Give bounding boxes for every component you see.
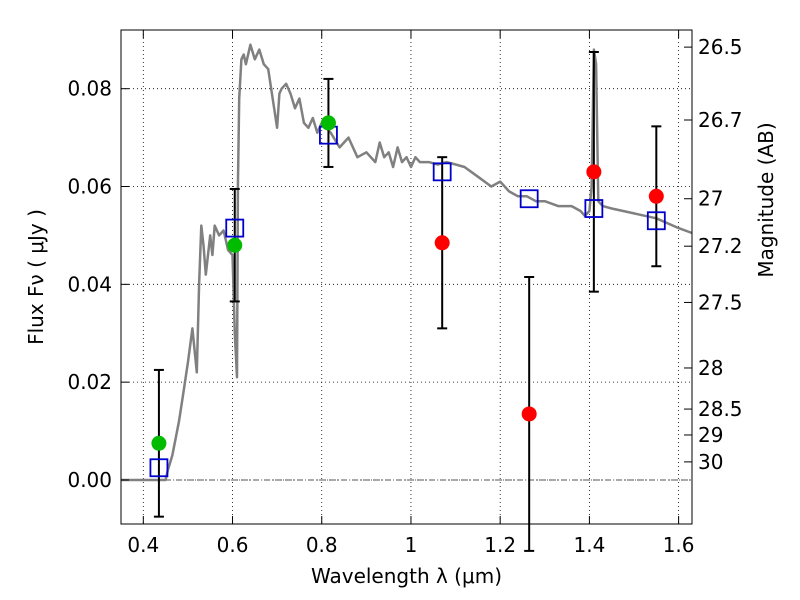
model-point-square [584,199,604,218]
y-tick-label: 0.08 [67,77,112,101]
y-axis-label: Flux Fν ( μJy ) [24,209,48,345]
x-tick-label: 1.6 [663,533,695,557]
x-axis-ticks: 0.4 0.6 0.8 1 1.2 1.4 1.6 [127,30,695,557]
right-tick-label: 26.7 [698,108,743,132]
nondetection-point [586,164,602,180]
grid-lines [121,30,692,524]
detection-point [227,237,243,253]
y-axis-ticks: 0.00 0.02 0.04 0.06 0.08 [67,77,129,492]
model-point-square [646,211,666,231]
detection-point [320,115,336,131]
right-tick-label: 27.5 [698,290,743,314]
error-bars [153,51,662,552]
model-point-square [519,189,539,209]
observed-points [151,115,664,451]
right-tick-label: 29 [698,423,723,447]
x-axis-label: Wavelength λ (μm) [311,564,502,588]
model-point-square [432,162,452,182]
right-axis-label: Magnitude (AB) [754,122,778,277]
plot-frame [120,29,693,525]
x-tick-label: 0.8 [306,533,338,557]
y-tick-label: 0.02 [67,370,112,394]
model-point-square [149,458,169,478]
y-tick-label: 0.06 [67,175,112,199]
right-tick-label: 28.5 [698,397,743,421]
model-point-square [225,218,245,238]
x-tick-label: 1 [405,533,418,557]
x-tick-label: 1.4 [573,533,605,557]
model-spectrum [121,43,693,482]
right-tick-label: 27 [698,187,723,211]
y-tick-label: 0.04 [67,272,112,296]
x-tick-label: 0.4 [127,533,159,557]
right-tick-label: 30 [698,450,723,474]
detection-point [151,435,167,451]
x-tick-label: 1.2 [484,533,516,557]
nondetection-point [648,188,664,204]
y-tick-label: 0.00 [67,468,112,492]
model-photometry-points [149,125,666,478]
nondetection-point [521,406,537,422]
right-tick-label: 27.2 [698,234,743,258]
model-spectrum-line [121,43,693,482]
right-tick-label: 28 [698,356,723,380]
x-tick-label: 0.6 [217,533,249,557]
right-tick-label: 26.5 [698,35,743,59]
right-axis-ticks: 26.5 26.7 27 27.2 27.5 28 28.529 30 [684,35,743,474]
nondetection-point [434,235,450,251]
